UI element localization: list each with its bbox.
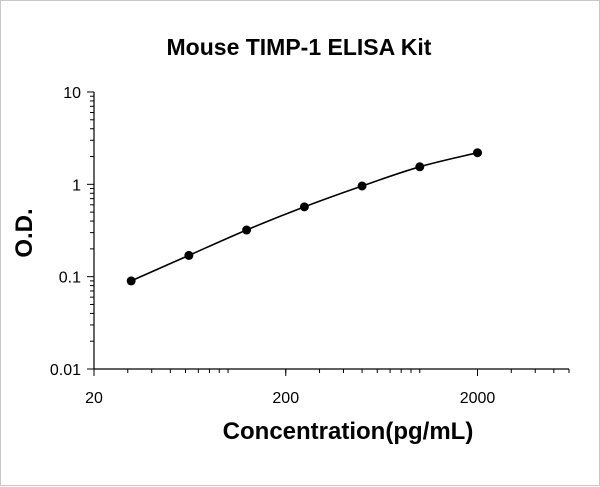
y-tick-label: 0.01 [50,362,81,379]
x-tick-label: 200 [272,390,299,407]
tick-labels: 0.01 0.1 1 10 20 200 2000 [50,85,496,407]
axis-ticks [87,91,570,376]
data-point [473,148,483,158]
y-tick-label: 1 [72,177,81,194]
data-point [242,225,252,235]
data-point [299,202,309,212]
data-points [126,148,483,286]
data-point [126,276,136,286]
chart-title: Mouse TIMP-1 ELISA Kit [167,34,432,60]
x-axis-label: Concentration(pg/mL) [223,418,474,445]
y-axis-label: O.D. [11,208,38,257]
y-tick-label: 10 [63,85,81,102]
data-point [357,181,367,191]
data-point [415,162,425,172]
fit-curve [130,151,478,282]
data-point [184,250,194,260]
y-tick-label: 0.1 [59,270,81,287]
x-tick-label: 20 [85,390,103,407]
x-tick-label: 2000 [460,390,496,407]
axes [93,92,569,370]
